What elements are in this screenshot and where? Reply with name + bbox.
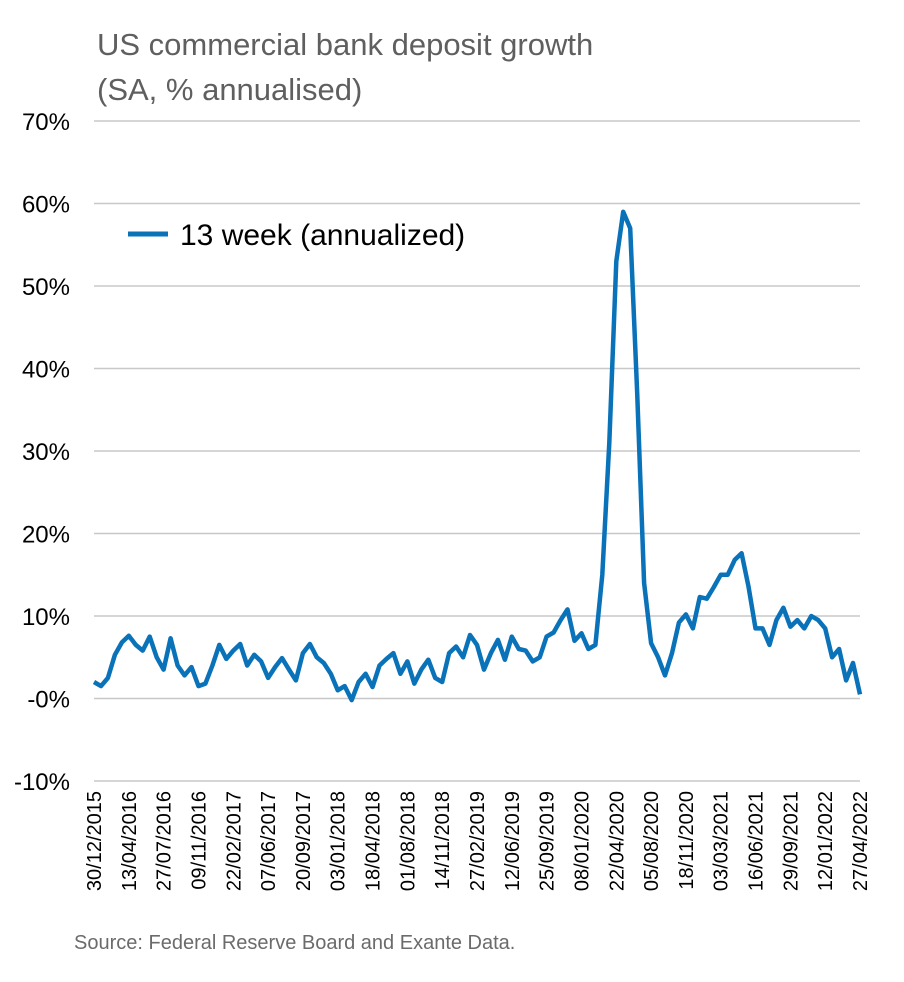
y-tick-label: -0%: [27, 687, 70, 714]
y-tick-label: 70%: [22, 109, 70, 136]
x-tick-label: 25/09/2019: [537, 791, 559, 891]
x-axis: 30/12/2015 13/04/2016 27/07/2016 09/11/2016…: [84, 791, 872, 891]
x-tick-label: 18/11/2020: [676, 791, 698, 890]
x-tick-label: 30/12/2015: [84, 791, 106, 891]
gridlines: [94, 120, 860, 782]
y-tick-label: 10%: [22, 604, 70, 631]
x-tick-label: 27/02/2019: [467, 791, 489, 891]
x-tick-label: 27/04/2022: [850, 791, 872, 891]
x-tick-label: 03/01/2018: [328, 791, 350, 891]
y-tick-label: -10%: [14, 769, 70, 796]
y-tick-label: 40%: [22, 357, 70, 384]
x-tick-label: 08/01/2020: [571, 791, 593, 891]
x-tick-label: 09/11/2016: [188, 791, 210, 890]
x-tick-label: 14/11/2018: [432, 791, 454, 890]
x-tick-label: 18/04/2018: [363, 791, 385, 891]
series-line-13-week: [92, 209, 863, 703]
chart-title-line-2: (SA, % annualised): [97, 72, 363, 107]
x-tick-label: 05/08/2020: [641, 791, 663, 891]
y-tick-label: 60%: [22, 192, 70, 219]
legend: 13 week (annualized): [128, 219, 465, 252]
y-tick-label: 50%: [22, 274, 70, 301]
chart-title: US commercial bank deposit growth (SA, %…: [97, 22, 593, 112]
x-tick-label: 03/03/2021: [711, 791, 733, 891]
y-tick-label: 30%: [22, 439, 70, 466]
x-tick-label: 16/06/2021: [746, 791, 768, 891]
x-tick-label: 13/04/2016: [119, 791, 141, 891]
x-tick-label: 22/04/2020: [606, 791, 628, 891]
legend-label: 13 week (annualized): [180, 219, 465, 252]
x-tick-label: 12/01/2022: [815, 791, 837, 891]
x-tick-label: 27/07/2016: [154, 791, 176, 891]
y-tick-label: 20%: [22, 522, 70, 549]
x-tick-label: 07/06/2017: [258, 791, 280, 891]
x-tick-label: 20/09/2017: [293, 791, 315, 891]
x-tick-label: 01/08/2018: [397, 791, 419, 891]
series-layer: [92, 209, 863, 703]
x-tick-label: 22/02/2017: [223, 791, 245, 891]
x-tick-label: 12/06/2019: [502, 791, 524, 891]
chart-title-line-1: US commercial bank deposit growth: [97, 27, 594, 62]
y-axis: 70% 60% 50% 40% 30% 20% 10% -0% -10%: [14, 109, 70, 796]
x-tick-label: 29/09/2021: [780, 791, 802, 891]
source-note: Source: Federal Reserve Board and Exante…: [74, 932, 516, 954]
